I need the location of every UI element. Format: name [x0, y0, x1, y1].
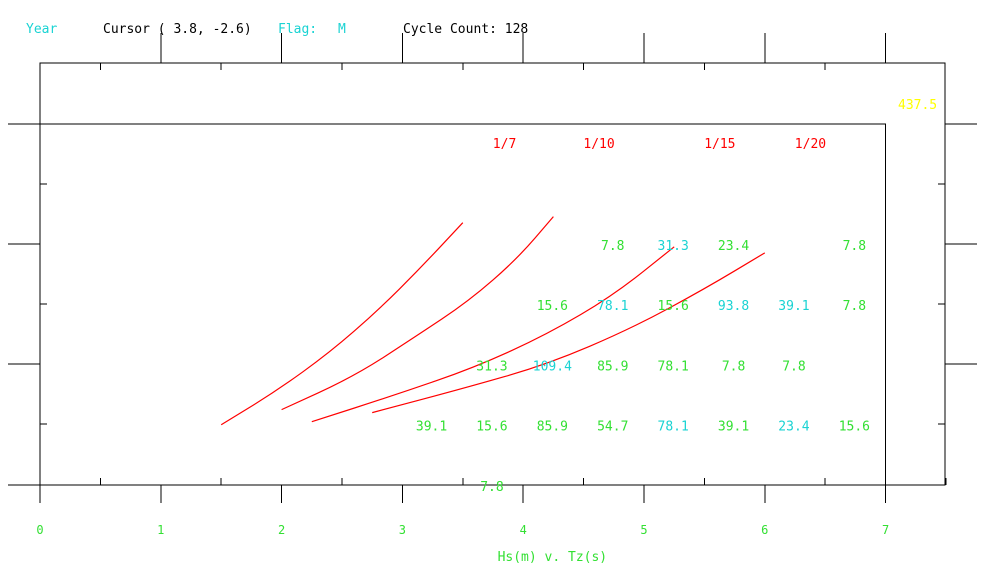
cell-value: 7.8 — [722, 359, 745, 374]
x-axis-label: Hs(m) v. Tz(s) — [498, 550, 608, 565]
cell-value: 15.6 — [839, 420, 870, 435]
cell-value: 15.6 — [658, 299, 689, 314]
cell-value: 54.7 — [597, 420, 628, 435]
cell-value: 7.8 — [601, 239, 624, 254]
cursor-readout: Cursor ( 3.8, -2.6) — [103, 22, 252, 37]
steepness-curve-label: 1/15 — [704, 137, 735, 152]
flag-value: M — [338, 22, 346, 37]
cell-value: 7.8 — [782, 359, 805, 374]
steepness-curve — [311, 246, 675, 423]
steepness-curve — [220, 222, 464, 426]
steepness-curve — [281, 216, 554, 411]
cell-value: 78.1 — [658, 420, 689, 435]
x-tick-label: 5 — [640, 523, 647, 537]
cell-value: 39.1 — [718, 420, 749, 435]
steepness-curve-label: 1/10 — [583, 137, 614, 152]
cell-value: 78.1 — [597, 299, 628, 314]
x-tick-label: 0 — [36, 523, 43, 537]
total-label: 437.5 — [898, 98, 937, 113]
cell-value: 31.3 — [658, 239, 689, 254]
cell-value: 93.8 — [718, 299, 749, 314]
x-tick-label: 1 — [157, 523, 164, 537]
x-tick-label: 4 — [520, 523, 527, 537]
cycle-count: Cycle Count: 128 — [403, 22, 529, 37]
x-tick-label: 7 — [882, 523, 889, 537]
steepness-curve-label: 1/20 — [795, 137, 826, 152]
cell-value: 7.8 — [843, 239, 866, 254]
flag-label: Flag: — [278, 22, 318, 37]
cell-value: 15.6 — [476, 420, 507, 435]
cell-value: 15.6 — [537, 299, 568, 314]
cell-value: 7.8 — [480, 480, 503, 495]
cell-value: 39.1 — [778, 299, 809, 314]
x-tick-label: 6 — [761, 523, 768, 537]
steepness-curve-label: 1/7 — [493, 137, 516, 152]
inner-frame — [40, 123, 887, 485]
steepness-curve — [372, 252, 766, 414]
cell-value: 23.4 — [778, 420, 809, 435]
cell-value: 109.4 — [533, 359, 572, 374]
cell-value: 78.1 — [658, 359, 689, 374]
cell-value: 85.9 — [537, 420, 568, 435]
cell-value: 85.9 — [597, 359, 628, 374]
year-label: Year — [26, 22, 58, 37]
cell-value: 7.8 — [843, 299, 866, 314]
x-tick-label: 2 — [278, 523, 285, 537]
cell-value: 39.1 — [416, 420, 447, 435]
cell-value: 31.3 — [476, 359, 507, 374]
x-tick-label: 3 — [399, 523, 406, 537]
cell-value: 23.4 — [718, 239, 749, 254]
